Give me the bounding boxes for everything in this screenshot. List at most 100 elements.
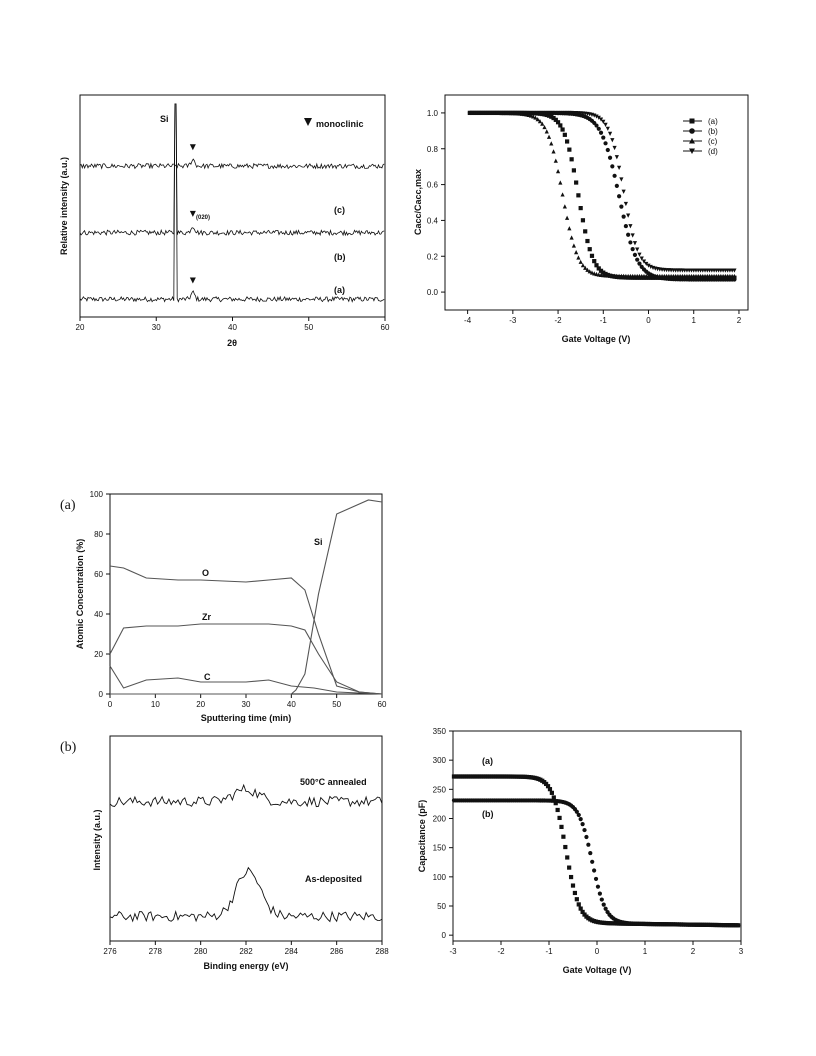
aes-ytick-label: 40	[94, 610, 103, 619]
cvn-point-b	[610, 164, 615, 169]
cvn-point-b	[619, 204, 624, 209]
cva-point-a	[561, 834, 566, 839]
cvn-point-a	[596, 266, 601, 271]
legend-square-icon	[689, 118, 695, 124]
cvn-point-a	[571, 168, 576, 173]
xrd-monoclinic-marker	[189, 277, 196, 284]
cvn-point-b	[637, 261, 642, 266]
aes-xtick-label: 40	[287, 700, 296, 709]
xrd-series-line-0	[79, 103, 385, 303]
cvn-point-c	[531, 114, 536, 119]
cva-point-b	[586, 842, 591, 847]
xrd-xtick-label: 30	[152, 323, 161, 332]
cvn-point-b	[603, 141, 608, 146]
cvn-legend-a: (a)	[708, 117, 718, 126]
cva-point-a	[565, 855, 570, 860]
cva-point-b	[597, 891, 602, 896]
xps-series-line-1	[109, 866, 383, 923]
xrd-monoclinic-marker	[189, 144, 196, 151]
cvn-point-d	[646, 263, 651, 268]
cvn-point-d	[630, 233, 635, 238]
cvn-ytick-label: 1.0	[427, 109, 439, 118]
cvn-point-a	[598, 268, 604, 273]
cva-point-b	[736, 923, 741, 928]
cvn-plot-frame	[444, 94, 749, 311]
cva-point-a	[544, 781, 549, 787]
cvn-ytick-label: 0.8	[427, 145, 439, 154]
cvn-point-d	[644, 261, 649, 267]
xrd-peak-label: (020)	[196, 215, 210, 221]
cvn-point-a	[569, 157, 574, 162]
cvn-point-d	[637, 252, 642, 257]
cva-y-axis-label: Capacitance (pF)	[417, 800, 427, 873]
aes-line-o	[109, 565, 383, 695]
cvn-point-c	[542, 124, 547, 130]
xrd-chart: 20 30 40 50 60 Si monoclinic (020) (c) (b) (…	[59, 94, 390, 348]
cva-point-b	[593, 876, 599, 882]
cvn-point-d	[619, 177, 624, 182]
cva-xtick-label: 3	[739, 947, 744, 956]
cvn-point-a	[592, 259, 597, 264]
cva-ytick-label: 250	[433, 785, 447, 794]
cva-ytick-label: 300	[433, 756, 447, 765]
cvn-point-a	[553, 117, 558, 122]
xrd-x-ticks: 20 30 40 50 60	[76, 317, 390, 332]
cva-ytick-label: 200	[433, 815, 447, 824]
cva-point-a	[549, 790, 554, 795]
cva-point-b	[580, 822, 585, 827]
cvn-point-d	[626, 213, 631, 218]
legend-triangle-up-icon	[689, 138, 695, 144]
aes-line-c	[109, 665, 383, 695]
cva-point-b	[601, 902, 606, 907]
cva-point-a	[555, 807, 560, 813]
cva-point-a	[567, 865, 572, 870]
legend-circle-icon	[689, 128, 695, 134]
cvn-point-c	[553, 158, 558, 163]
cvn-point-d	[612, 145, 617, 151]
cva-label-b: (b)	[482, 809, 494, 819]
cvn-point-d	[621, 189, 626, 194]
xrd-series-line-2	[79, 158, 385, 170]
xps-xtick-label: 288	[375, 947, 389, 956]
cva-point-a	[551, 795, 556, 800]
cva-point-a	[563, 844, 568, 850]
cvn-x-axis-label: Gate Voltage (V)	[562, 334, 631, 344]
cvn-point-d	[635, 247, 640, 252]
legend-triangle-down-icon	[689, 148, 695, 154]
aes-ytick-label: 80	[94, 530, 103, 539]
aes-ytick-label: 20	[94, 650, 103, 659]
cvn-point-c	[537, 118, 543, 124]
cvn-ytick-label: 0.6	[427, 181, 439, 190]
xps-label-as-deposited: As-deposited	[305, 874, 362, 884]
cva-xtick-label: -2	[497, 947, 505, 956]
cvn-point-b	[626, 232, 631, 237]
cva-point-b	[576, 812, 581, 818]
xrd-monoclinic-markers	[189, 144, 196, 284]
cvn-point-b	[732, 277, 737, 282]
cvn-point-c	[585, 267, 590, 272]
cvn-point-a	[546, 113, 552, 118]
cvn-point-a	[580, 218, 586, 223]
cvn-point-c	[535, 116, 540, 122]
cvn-xtick-label: 2	[737, 316, 742, 325]
cvn-xtick-label: 0	[646, 316, 651, 325]
xrd-legend-label: monoclinic	[316, 119, 364, 129]
cva-point-a	[576, 902, 581, 907]
cva-plot-frame	[452, 730, 742, 942]
cvn-legend-d: (d)	[708, 147, 718, 156]
cvn-point-a	[587, 247, 592, 252]
aes-plot-frame	[109, 493, 383, 695]
cvn-point-a	[585, 238, 590, 244]
xps-xtick-label: 280	[194, 947, 208, 956]
xrd-si-label: Si	[160, 114, 169, 124]
cva-data-points	[451, 774, 741, 928]
cvn-point-c	[571, 243, 576, 248]
cvn-point-c	[580, 263, 586, 268]
cvn-point-a	[574, 180, 579, 185]
xps-xtick-label: 278	[149, 947, 163, 956]
cvn-legend: (a) (b) (c) (d)	[683, 117, 718, 156]
xps-xtick-label: 284	[285, 947, 299, 956]
aes-ytick-label: 100	[90, 490, 104, 499]
cvn-xtick-label: -4	[464, 316, 472, 325]
